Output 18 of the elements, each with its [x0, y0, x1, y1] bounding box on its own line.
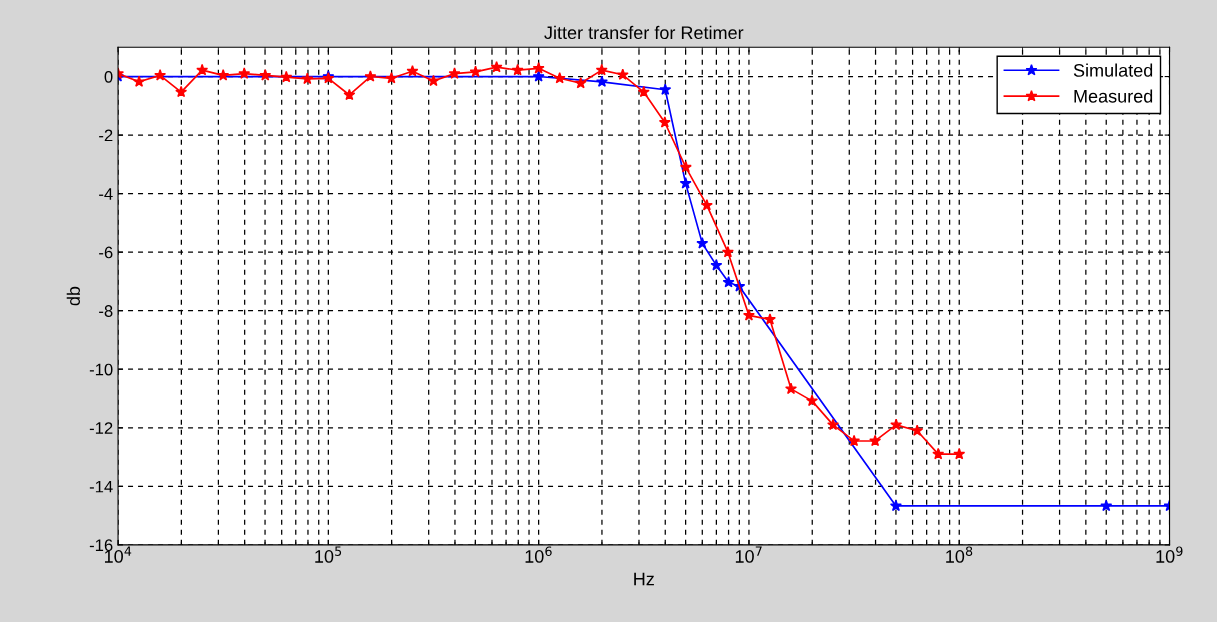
y-tick-label: -2	[99, 129, 113, 142]
y-tick-label: 0	[104, 70, 113, 83]
y-tick-label: -8	[99, 305, 113, 317]
x-tick-label: 10$^{7}$	[735, 546, 762, 563]
y-axis-title: db	[66, 286, 80, 306]
legend-label: Measured	[1074, 89, 1153, 103]
chart-title: Jitter transfer for Retimer	[544, 25, 744, 40]
y-tick-label: -12	[89, 422, 113, 434]
y-tick-label: -4	[99, 188, 113, 200]
x-tick-label: 10$^{9}$	[1156, 546, 1183, 563]
legend-label: Simulated	[1073, 63, 1153, 77]
x-tick-label: 10$^{8}$	[946, 546, 973, 563]
x-axis-title: Hz	[634, 572, 654, 586]
y-tick-label: -6	[99, 246, 113, 259]
x-tick-label: 10$^{5}$	[315, 546, 342, 563]
y-tick-label: -10	[89, 363, 113, 376]
y-tick-label: -14	[89, 480, 113, 493]
x-tick-label: 10$^{6}$	[525, 546, 552, 563]
